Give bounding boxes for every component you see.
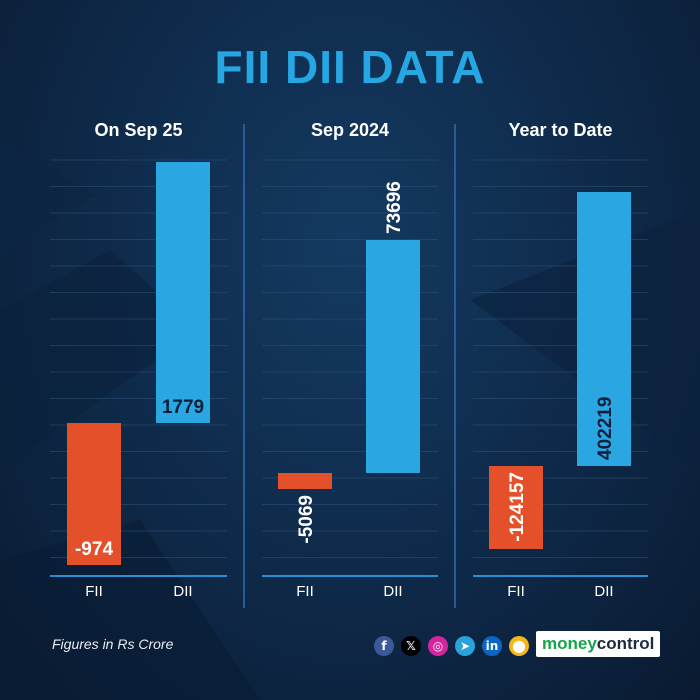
infographic-title: FII DII DATA: [214, 41, 486, 93]
linkedin-icon[interactable]: in: [482, 636, 502, 656]
category-label: FII: [296, 583, 314, 600]
category-label: FII: [507, 583, 525, 600]
data-label: 1779: [162, 397, 204, 418]
telegram-icon[interactable]: ➤: [455, 636, 475, 656]
brand-part-money: money: [542, 634, 597, 653]
category-label: DII: [173, 583, 192, 600]
data-label: -5069: [296, 495, 317, 544]
bar-fii: [278, 473, 332, 489]
brand-part-control: control: [596, 634, 655, 653]
category-label: DII: [594, 583, 613, 600]
data-label: 73696: [384, 181, 405, 234]
facebook-icon[interactable]: f: [374, 636, 394, 656]
panel-title: On Sep 25: [94, 120, 182, 140]
panel-title: Sep 2024: [311, 120, 389, 140]
category-label: DII: [383, 583, 402, 600]
moneycontrol-logo[interactable]: money control: [536, 631, 661, 657]
bar-dii: [156, 162, 210, 423]
bar-dii: [577, 192, 631, 466]
bar-dii: [366, 240, 420, 473]
data-label: -124157: [507, 472, 528, 542]
instagram-icon[interactable]: ◎: [428, 636, 448, 656]
data-label: 402219: [595, 397, 616, 460]
data-label: -974: [75, 539, 113, 560]
units-note: Figures in Rs Crore: [52, 636, 174, 652]
social-icons: f 𝕏 ◎ ➤ in ⬤: [374, 636, 529, 656]
sharechat-icon[interactable]: ⬤: [509, 636, 529, 656]
category-label: FII: [85, 583, 103, 600]
x-icon[interactable]: 𝕏: [401, 636, 421, 656]
panel-title: Year to Date: [508, 120, 612, 140]
bar-fii: [489, 466, 543, 549]
bar-fii: [67, 423, 121, 565]
